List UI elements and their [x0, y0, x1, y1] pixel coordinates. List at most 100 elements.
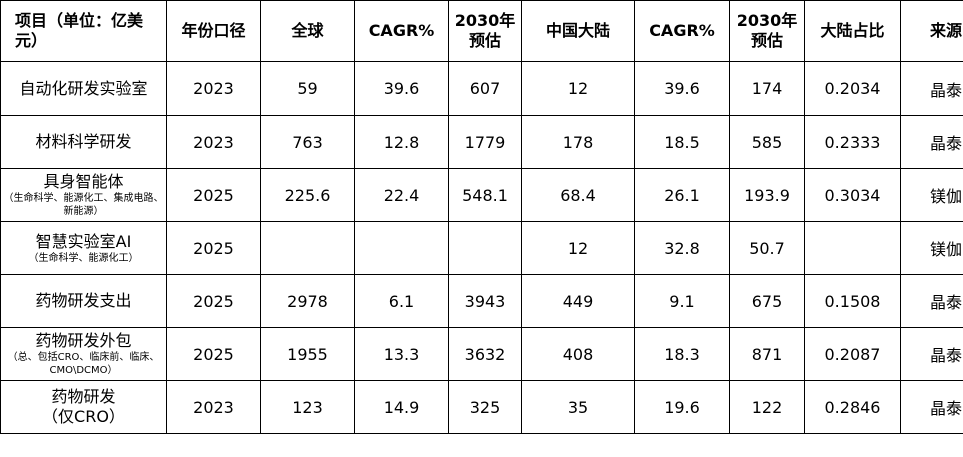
item-name: 自动化研发实验室: [19, 78, 148, 98]
cagr-global-cell: 6.1: [354, 274, 449, 328]
estimate-china-cell: 585: [729, 115, 805, 169]
header-source: 来源: [900, 0, 963, 62]
source-cell: 镁伽: [900, 168, 963, 222]
china-cell: 12: [521, 61, 635, 116]
table-row: 药物研发 （仅CRO） 2023 123 14.9 325 35 19.6 12…: [0, 380, 963, 434]
china-cell: 449: [521, 274, 635, 328]
china-cell: 68.4: [521, 168, 635, 222]
source-cell: 晶泰: [900, 61, 963, 116]
header-china-mainland: 中国大陆: [521, 0, 635, 62]
header-cagr-china: CAGR%: [634, 0, 730, 62]
ratio-cell: 0.2333: [804, 115, 901, 169]
cagr-china-cell: 18.3: [634, 327, 730, 381]
estimate-global-cell: [448, 221, 522, 275]
china-cell: 12: [521, 221, 635, 275]
item-note: （生命科学、能源化工、集成电路、新能源）: [3, 193, 164, 217]
header-cagr-global: CAGR%: [354, 0, 449, 62]
china-cell: 178: [521, 115, 635, 169]
year-cell: 2023: [166, 380, 261, 434]
table-row: 智慧实验室AI （生命科学、能源化工） 2025 12 32.8 50.7 镁伽: [0, 221, 963, 275]
cagr-global-cell: 12.8: [354, 115, 449, 169]
table-row: 材料科学研发 2023 763 12.8 1779 178 18.5 585 0…: [0, 115, 963, 169]
cagr-china-cell: 32.8: [634, 221, 730, 275]
table-row: 药物研发支出 2025 2978 6.1 3943 449 9.1 675 0.…: [0, 274, 963, 328]
cagr-global-cell: 14.9: [354, 380, 449, 434]
china-cell: 408: [521, 327, 635, 381]
estimate-china-cell: 193.9: [729, 168, 805, 222]
cagr-china-cell: 18.5: [634, 115, 730, 169]
item-name: 具身智能体: [43, 172, 124, 191]
header-global: 全球: [260, 0, 355, 62]
header-item: 项目（单位：亿美元）: [0, 0, 167, 62]
ratio-cell: 0.2087: [804, 327, 901, 381]
estimate-china-cell: 871: [729, 327, 805, 381]
cagr-china-cell: 9.1: [634, 274, 730, 328]
estimate-china-cell: 675: [729, 274, 805, 328]
item-name: 药物研发支出: [35, 291, 132, 310]
estimate-global-cell: 3943: [448, 274, 522, 328]
cagr-global-cell: 39.6: [354, 61, 449, 116]
item-name: 药物研发: [51, 387, 116, 406]
ratio-cell: 0.1508: [804, 274, 901, 328]
global-cell: 763: [260, 115, 355, 169]
year-cell: 2025: [166, 327, 261, 381]
item-note: （仅CRO）: [42, 407, 125, 426]
ratio-cell: [804, 221, 901, 275]
global-cell: 123: [260, 380, 355, 434]
item-cell: 材料科学研发: [0, 115, 167, 169]
cagr-china-cell: 19.6: [634, 380, 730, 434]
estimate-global-cell: 3632: [448, 327, 522, 381]
estimate-global-cell: 1779: [448, 115, 522, 169]
header-2030-estimate-china: 2030年预估: [729, 0, 805, 62]
item-name: 药物研发外包: [35, 331, 132, 350]
table-row: 具身智能体 （生命科学、能源化工、集成电路、新能源） 2025 225.6 22…: [0, 168, 963, 222]
global-cell: 225.6: [260, 168, 355, 222]
estimate-global-cell: 325: [448, 380, 522, 434]
year-cell: 2025: [166, 168, 261, 222]
source-cell: 晶泰: [900, 380, 963, 434]
source-cell: 晶泰: [900, 327, 963, 381]
global-cell: 59: [260, 61, 355, 116]
item-name: 智慧实验室AI: [35, 231, 132, 251]
item-note: （生命科学、能源化工）: [28, 252, 139, 264]
cagr-global-cell: 22.4: [354, 168, 449, 222]
table-row: 自动化研发实验室 2023 59 39.6 607 12 39.6 174 0.…: [0, 61, 963, 116]
source-cell: 镁伽: [900, 221, 963, 275]
market-size-table: 项目（单位：亿美元） 年份口径 全球 CAGR% 2030年预估 中国大陆 CA…: [0, 0, 963, 434]
ratio-cell: 0.3034: [804, 168, 901, 222]
item-cell: 具身智能体 （生命科学、能源化工、集成电路、新能源）: [0, 168, 167, 222]
source-cell: 晶泰: [900, 115, 963, 169]
table-row: 药物研发外包 （总、包括CRO、临床前、临床、CMO\DCMO） 2025 19…: [0, 327, 963, 381]
year-cell: 2023: [166, 61, 261, 116]
estimate-china-cell: 122: [729, 380, 805, 434]
ratio-cell: 0.2846: [804, 380, 901, 434]
year-cell: 2023: [166, 115, 261, 169]
global-cell: 2978: [260, 274, 355, 328]
item-cell: 药物研发 （仅CRO）: [0, 380, 167, 434]
cagr-china-cell: 26.1: [634, 168, 730, 222]
item-cell: 自动化研发实验室: [0, 61, 167, 116]
estimate-global-cell: 548.1: [448, 168, 522, 222]
header-row: 项目（单位：亿美元） 年份口径 全球 CAGR% 2030年预估 中国大陆 CA…: [0, 0, 963, 62]
china-cell: 35: [521, 380, 635, 434]
global-cell: [260, 221, 355, 275]
global-cell: 1955: [260, 327, 355, 381]
item-cell: 智慧实验室AI （生命科学、能源化工）: [0, 221, 167, 275]
source-cell: 晶泰: [900, 274, 963, 328]
item-name: 材料科学研发: [35, 132, 132, 151]
cagr-global-cell: 13.3: [354, 327, 449, 381]
estimate-china-cell: 174: [729, 61, 805, 116]
item-note: （总、包括CRO、临床前、临床、CMO\DCMO）: [7, 352, 160, 376]
ratio-cell: 0.2034: [804, 61, 901, 116]
estimate-china-cell: 50.7: [729, 221, 805, 275]
cagr-china-cell: 39.6: [634, 61, 730, 116]
estimate-global-cell: 607: [448, 61, 522, 116]
header-year-basis: 年份口径: [166, 0, 261, 62]
year-cell: 2025: [166, 274, 261, 328]
item-cell: 药物研发外包 （总、包括CRO、临床前、临床、CMO\DCMO）: [0, 327, 167, 381]
cagr-global-cell: [354, 221, 449, 275]
year-cell: 2025: [166, 221, 261, 275]
item-cell: 药物研发支出: [0, 274, 167, 328]
header-2030-estimate-global: 2030年预估: [448, 0, 522, 62]
header-mainland-share: 大陆占比: [804, 0, 901, 62]
